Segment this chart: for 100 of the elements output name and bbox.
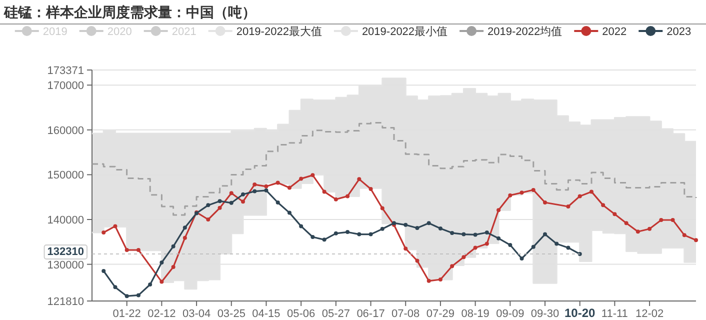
point <box>566 246 570 250</box>
point <box>415 258 420 263</box>
point <box>415 226 420 230</box>
point <box>438 226 442 230</box>
point <box>206 203 210 208</box>
point <box>682 233 686 238</box>
x-tick-label: 05-06 <box>287 308 316 320</box>
point <box>171 264 176 269</box>
y-tick-label: 170000 <box>47 80 84 92</box>
point <box>531 244 536 249</box>
point <box>380 206 384 210</box>
point <box>380 226 384 231</box>
point <box>694 238 698 242</box>
x-tick-label: 04-15 <box>252 308 280 320</box>
point <box>299 224 304 228</box>
point <box>287 210 292 215</box>
point <box>531 188 536 192</box>
point <box>182 226 187 230</box>
point <box>334 197 338 202</box>
x-tick-label: 07-29 <box>426 308 455 320</box>
x-tick-label: 09-09 <box>496 308 524 320</box>
point <box>670 218 675 222</box>
point <box>124 294 129 298</box>
point <box>310 173 315 178</box>
point <box>299 176 304 181</box>
x-tick-label: 03-04 <box>182 308 211 320</box>
point <box>102 230 106 234</box>
annotation: 132310 <box>47 246 84 258</box>
point <box>287 186 292 190</box>
point <box>136 293 140 298</box>
point <box>508 193 512 198</box>
point <box>624 221 628 226</box>
point <box>310 234 315 239</box>
x-tick-label: 03-25 <box>217 308 246 320</box>
point <box>543 232 547 236</box>
x-tick-label: 06-17 <box>356 308 385 320</box>
point <box>601 203 606 208</box>
point <box>113 285 118 290</box>
point <box>462 232 466 236</box>
point <box>578 194 582 198</box>
legend-label: 2019-2022最大值 <box>236 25 322 38</box>
point <box>113 224 118 228</box>
point <box>496 236 501 240</box>
point <box>252 189 257 194</box>
y-tick-label: 140000 <box>47 214 84 227</box>
point <box>404 222 408 227</box>
point <box>218 206 222 210</box>
legend-label: 2023 <box>666 26 692 38</box>
x-tick-label: 01-22 <box>112 308 141 320</box>
point <box>473 246 478 250</box>
point <box>648 226 652 231</box>
annotation: 132310 <box>44 244 580 260</box>
point <box>322 190 326 194</box>
point <box>508 243 512 248</box>
legend-label: 2019-2022最小值 <box>362 25 448 38</box>
point <box>426 278 431 283</box>
point <box>357 232 362 236</box>
legend-label: 2019-2022均值 <box>488 26 562 38</box>
point <box>160 280 164 284</box>
point <box>276 200 280 204</box>
point <box>357 177 362 182</box>
point <box>148 282 152 286</box>
point <box>484 242 489 246</box>
point <box>484 230 489 234</box>
x-tick-label: 10-20 <box>564 306 596 320</box>
point <box>636 230 640 234</box>
point <box>334 231 338 236</box>
point <box>171 244 176 248</box>
point <box>368 187 373 192</box>
point <box>252 182 257 187</box>
point <box>589 190 594 194</box>
point <box>229 200 234 205</box>
point <box>520 190 524 195</box>
point <box>566 204 570 209</box>
point <box>368 232 373 236</box>
y-tick-label: 150000 <box>47 170 84 182</box>
point <box>206 218 210 222</box>
x-tick-label: 12-02 <box>635 308 664 320</box>
point <box>450 264 454 268</box>
point <box>554 242 559 246</box>
point <box>276 180 280 185</box>
point <box>496 208 501 212</box>
point <box>136 248 140 252</box>
point <box>346 194 350 198</box>
point <box>241 192 245 196</box>
point <box>659 218 664 222</box>
point <box>473 232 478 237</box>
point <box>102 269 106 274</box>
x-tick-label: 05-27 <box>322 308 350 320</box>
point <box>241 200 245 204</box>
point <box>404 246 408 251</box>
point <box>182 236 187 240</box>
point <box>426 221 431 226</box>
point <box>264 188 268 192</box>
legend-label: 2022 <box>602 26 627 38</box>
point <box>612 212 617 216</box>
x-tick-label: 09-30 <box>530 308 560 320</box>
point <box>520 256 524 260</box>
point <box>322 238 326 242</box>
point <box>264 184 268 188</box>
